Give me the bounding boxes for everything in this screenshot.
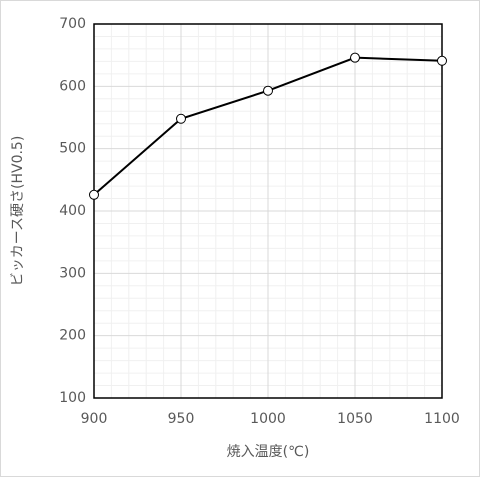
x-tick-label: 1050 xyxy=(337,411,373,427)
x-axis-label: 焼入温度(℃) xyxy=(227,444,310,460)
marker xyxy=(263,85,273,96)
y-tick-label: 700 xyxy=(59,16,86,32)
marker xyxy=(437,55,447,66)
y-tick-label: 200 xyxy=(59,328,86,344)
x-tick-label: 900 xyxy=(81,411,108,427)
y-tick-label: 300 xyxy=(59,265,86,281)
y-tick-label: 100 xyxy=(59,390,86,406)
marker xyxy=(89,189,99,200)
y-tick-label: 400 xyxy=(59,203,86,219)
grid xyxy=(93,23,443,399)
plot-border xyxy=(93,23,443,399)
marker xyxy=(176,113,186,124)
x-tick-label: 1100 xyxy=(424,411,460,427)
x-tick-label: 950 xyxy=(168,411,195,427)
y-axis-label: ビッカース硬さ(HV0.5) xyxy=(10,136,26,287)
marker xyxy=(350,52,360,63)
y-tick-label: 600 xyxy=(59,78,86,94)
x-tick-label: 1000 xyxy=(250,411,286,427)
y-tick-label: 500 xyxy=(59,141,86,157)
